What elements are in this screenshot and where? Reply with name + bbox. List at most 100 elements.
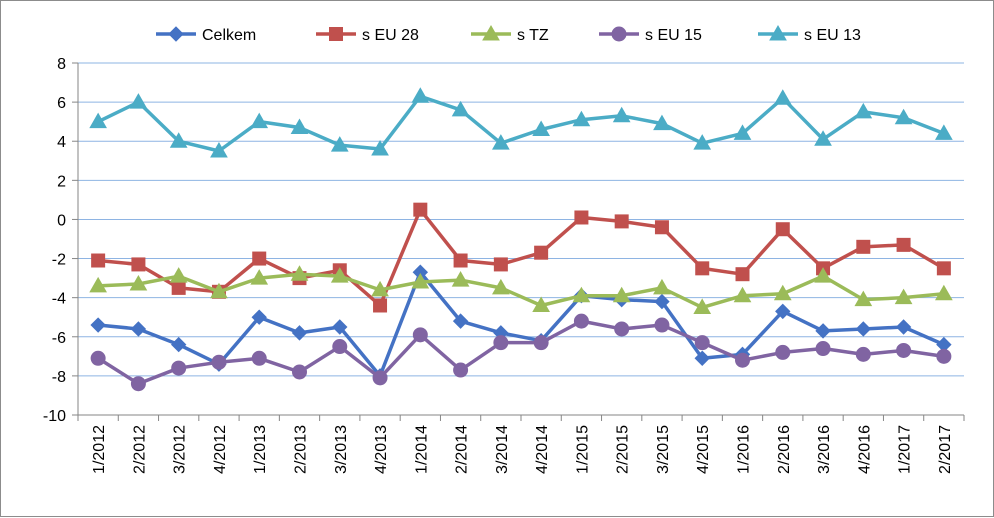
data-point: [453, 362, 469, 378]
data-point: [451, 271, 470, 287]
data-point: [773, 89, 792, 105]
data-point: [855, 346, 871, 362]
y-tick-label: -4: [52, 291, 66, 308]
data-point: [653, 114, 671, 131]
legend-item: s TZ: [471, 24, 549, 44]
data-point: [90, 317, 106, 333]
data-point: [775, 303, 791, 320]
data-point: [330, 267, 349, 283]
data-point: [895, 319, 912, 335]
data-point: [856, 239, 871, 254]
data-point: [171, 360, 187, 376]
data-point: [290, 265, 309, 281]
data-point: [211, 354, 227, 370]
data-point: [492, 278, 510, 295]
y-tick-label: -2: [52, 252, 66, 269]
data-point: [695, 261, 710, 276]
data-point: [251, 309, 267, 325]
y-tick-label: 0: [57, 212, 66, 229]
series-line: [97, 207, 945, 308]
y-tick-label: 6: [57, 95, 66, 112]
data-point: [532, 296, 550, 312]
series-2: [89, 265, 953, 314]
x-tick-label: 1/2014: [413, 425, 430, 474]
legend-marker: [168, 26, 184, 42]
x-tick-label: 2/2015: [615, 425, 632, 474]
data-point: [572, 110, 591, 127]
x-tick-label: 3/2013: [333, 425, 350, 474]
legend-marker: [611, 26, 627, 42]
series-4: [89, 87, 953, 158]
x-tick-label: 4/2013: [373, 425, 390, 474]
data-point: [855, 321, 872, 337]
x-tick-label: 3/2016: [816, 425, 833, 474]
data-point: [814, 267, 832, 283]
data-point: [775, 222, 790, 237]
data-point: [693, 134, 712, 150]
data-point: [814, 130, 832, 146]
x-tick-label: 3/2014: [494, 425, 511, 474]
data-point: [91, 253, 106, 268]
data-point: [654, 220, 669, 235]
data-point: [532, 120, 550, 136]
x-tick-label: 4/2012: [212, 425, 229, 474]
data-point: [453, 253, 468, 268]
legend-label: Celkem: [202, 27, 256, 44]
legend-marker: [482, 24, 500, 41]
data-point: [169, 132, 188, 148]
x-tick-label: 2/2012: [131, 425, 148, 474]
y-axis-ticks: 8 6 4 2 0 -2 -4 -6 -8 -10: [43, 56, 66, 425]
data-point: [169, 267, 188, 283]
series-3: [90, 313, 952, 392]
data-point: [896, 342, 912, 358]
legend-marker: [329, 27, 343, 41]
data-point: [371, 280, 389, 297]
data-point: [89, 276, 107, 293]
data-point: [411, 273, 430, 289]
data-point: [210, 141, 228, 158]
data-point: [451, 100, 470, 117]
data-point: [251, 350, 267, 366]
legend: Celkem s EU 28 s TZ s EU 15 s EU 13: [156, 24, 861, 44]
data-point: [292, 364, 307, 380]
data-point: [492, 134, 510, 150]
x-tick-label: 2/2014: [454, 425, 471, 474]
data-point: [250, 112, 269, 129]
data-point: [775, 344, 791, 360]
data-point: [694, 350, 710, 366]
legend-item: s EU 13: [758, 24, 861, 44]
x-tick-label: 4/2015: [695, 425, 712, 474]
data-point: [935, 124, 953, 140]
series-group: [89, 87, 953, 392]
y-tick-label: 8: [57, 56, 66, 73]
data-point: [413, 202, 428, 217]
data-point: [89, 112, 107, 129]
x-tick-label: 3/2015: [655, 425, 672, 474]
data-point: [252, 251, 267, 266]
data-point: [894, 288, 913, 305]
data-point: [533, 335, 549, 351]
data-point: [936, 261, 951, 276]
data-point: [332, 339, 348, 355]
data-point: [693, 298, 712, 314]
data-point: [291, 325, 308, 341]
data-point: [733, 286, 752, 303]
data-point: [815, 341, 831, 357]
data-point: [250, 269, 269, 285]
data-point: [170, 336, 187, 353]
data-point: [90, 350, 106, 366]
data-point: [733, 124, 752, 140]
data-point: [614, 321, 630, 337]
data-point: [735, 352, 750, 368]
legend-marker: [769, 24, 787, 41]
data-point: [373, 298, 388, 313]
data-point: [332, 319, 348, 335]
data-point: [210, 282, 228, 299]
data-point: [129, 93, 148, 109]
series-line: [97, 270, 945, 378]
data-point: [854, 290, 873, 307]
x-tick-label: 1/2012: [91, 425, 108, 474]
y-tick-label: -8: [52, 369, 66, 386]
